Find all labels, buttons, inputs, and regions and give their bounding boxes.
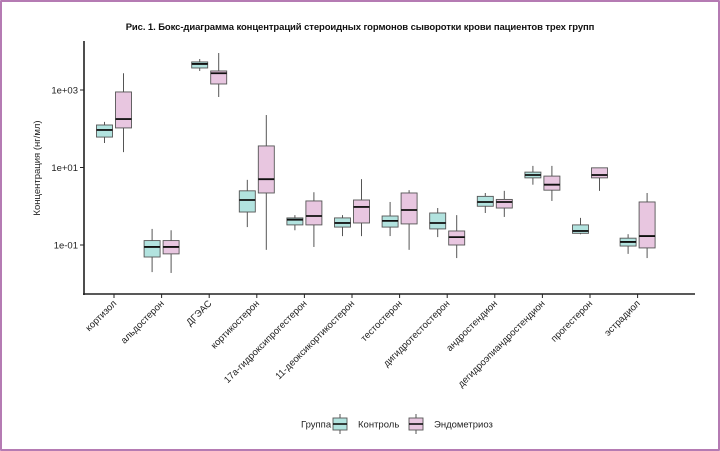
box-endometriosis [400, 190, 418, 250]
box-control [572, 217, 589, 235]
box-control [381, 201, 399, 237]
y-axis: 1e+03 1e+01 1e-01 [51, 41, 85, 295]
box-body [448, 230, 466, 246]
legend-key-endometriosis [408, 414, 424, 434]
legend-entry-label: Контроль [358, 420, 399, 431]
box-control [476, 192, 494, 213]
legend-entry-label: Эндометриоз [434, 420, 493, 431]
box-body [143, 240, 161, 258]
legend-key-control [332, 414, 348, 434]
x-axis: кортизол альдостерон ДГЭАСкортикостерон17а… [83, 293, 695, 390]
x-tick-label: ДГЭАС [184, 298, 214, 328]
box-endometriosis [495, 190, 513, 217]
boxes [96, 53, 656, 273]
box-control [96, 121, 113, 143]
box-body [115, 91, 132, 129]
x-tick-label: эстрадиол [602, 298, 642, 338]
y-axis-title: Концентрация (нг/мл) [32, 120, 43, 215]
box-control [238, 179, 256, 228]
box-body [638, 201, 656, 249]
y-tick-label: 1e+03 [51, 86, 78, 97]
x-tick-label: прогестерон [549, 298, 595, 344]
box-body [429, 212, 447, 230]
box-body [257, 145, 275, 194]
box-body [305, 200, 323, 226]
box-endometriosis [210, 53, 228, 97]
box-body [543, 175, 561, 191]
box-endometriosis [448, 215, 466, 259]
box-endometriosis [353, 179, 370, 237]
box-body [353, 199, 370, 224]
box-control [429, 208, 447, 238]
legend-title: Группа [301, 420, 332, 431]
box-body [286, 217, 304, 226]
x-tick-label: дегидроэпиандростендион [456, 298, 548, 390]
x-tick-label: 11-деоксикортикостерон [273, 298, 357, 382]
box-body [495, 198, 513, 209]
box-control [191, 59, 209, 71]
box-control [524, 165, 542, 185]
box-control [619, 234, 637, 254]
box-endometriosis [543, 165, 561, 201]
box-control [286, 215, 304, 231]
chart-title: Рис. 1. Бокс-диаграмма концентраций стер… [125, 22, 595, 33]
legend: Группа Контроль Эндометриоз [301, 414, 493, 434]
box-endometriosis [591, 167, 608, 191]
x-tick-label: тестостерон [359, 298, 405, 344]
box-endometriosis [638, 192, 656, 259]
y-tick-label: 1e+01 [51, 163, 78, 174]
box-body [238, 190, 256, 213]
box-control [143, 228, 161, 273]
box-body [591, 167, 608, 179]
box-endometriosis [305, 192, 323, 247]
x-tick-label: кортикостерон [209, 298, 262, 351]
box-control [334, 215, 351, 237]
x-tick-label: кортизол [84, 298, 119, 333]
y-tick-label: 1e-01 [54, 241, 78, 252]
box-body [96, 124, 113, 138]
box-endometriosis [115, 73, 132, 153]
box-body [400, 192, 418, 225]
box-body [572, 224, 589, 234]
box-endometriosis [162, 230, 180, 273]
box-body [210, 70, 228, 85]
x-tick-label: альдостерон [119, 298, 167, 346]
box-body [191, 61, 209, 69]
x-tick-label: 17а-гидроксипрогестерон [222, 298, 309, 385]
box-endometriosis [257, 115, 275, 250]
